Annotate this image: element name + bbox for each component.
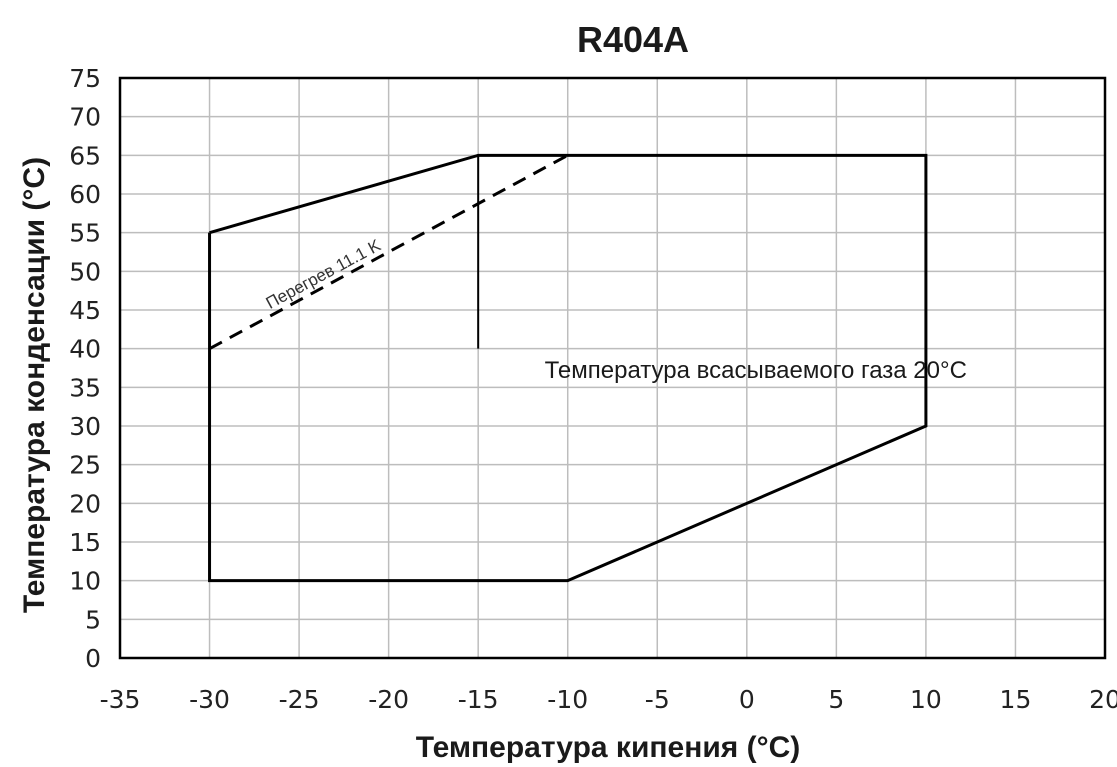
- y-tick-label: 0: [85, 644, 101, 673]
- y-tick-label: 25: [69, 451, 101, 480]
- x-tick-label: -30: [189, 685, 230, 714]
- y-tick-label: 75: [69, 64, 101, 93]
- y-tick-label: 5: [85, 605, 101, 634]
- y-tick-labels: 0 5 10 15 20 25 30 35 40 45 50 55 60 65 70 75: [69, 64, 101, 673]
- y-tick-label: 15: [69, 528, 101, 557]
- y-tick-label: 70: [69, 103, 101, 132]
- x-tick-label: 10: [910, 685, 942, 714]
- y-axis-label: Температура конденсации (°C): [18, 157, 51, 613]
- y-tick-label: 50: [69, 257, 101, 286]
- plot-frame: [118, 76, 1107, 660]
- x-tick-labels: -35 -30 -25 -20 -15 -10 -5 0 5 10 15 20: [100, 685, 1117, 714]
- x-tick-label: -15: [458, 685, 499, 714]
- x-tick-label: 15: [1000, 685, 1032, 714]
- suction-gas-annotation: Температура всасываемого газа 20°C: [545, 357, 967, 384]
- x-tick-label: -35: [100, 685, 141, 714]
- series: [208, 153, 928, 583]
- y-tick-label: 20: [69, 489, 101, 518]
- y-tick-label: 40: [69, 335, 101, 364]
- x-tick-label: -20: [368, 685, 409, 714]
- y-tick-label: 60: [69, 180, 101, 209]
- y-tick-label: 10: [69, 567, 101, 596]
- superheat-annotation: Перегрев 11.1 K: [263, 235, 385, 313]
- x-tick-label: -5: [645, 685, 670, 714]
- x-tick-label: 0: [739, 685, 755, 714]
- x-tick-label: -10: [547, 685, 588, 714]
- x-axis-label: Температура кипения (°C): [416, 731, 801, 764]
- y-tick-label: 45: [69, 296, 101, 325]
- y-tick-label: 35: [69, 373, 101, 402]
- x-tick-label: -25: [279, 685, 320, 714]
- chart-title: R404A: [577, 19, 689, 60]
- y-tick-label: 55: [69, 219, 101, 248]
- x-tick-label: 20: [1089, 685, 1117, 714]
- y-tick-label: 65: [69, 141, 101, 170]
- x-tick-label: 5: [828, 685, 844, 714]
- y-tick-label: 30: [69, 412, 101, 441]
